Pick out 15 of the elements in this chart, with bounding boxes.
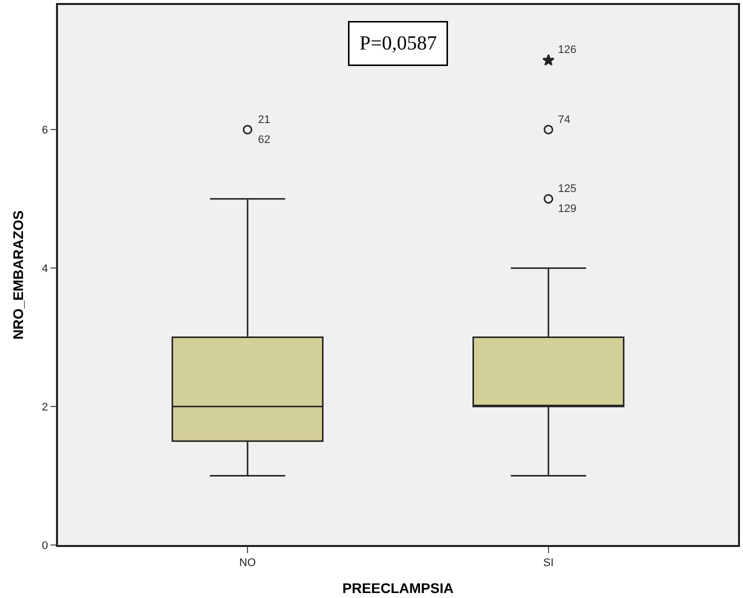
annotation: 125 bbox=[558, 183, 576, 195]
annotation: 74 bbox=[558, 114, 570, 126]
annotation: 62 bbox=[258, 134, 270, 146]
annotation: 126 bbox=[558, 44, 576, 56]
annotation: 21 bbox=[258, 114, 270, 126]
y-tick-label: 4 bbox=[42, 262, 48, 275]
x-tick-label: NO bbox=[239, 556, 256, 569]
x-tick-label: SI bbox=[543, 556, 554, 569]
y-tick-label: 6 bbox=[42, 124, 48, 136]
annotation: 129 bbox=[558, 203, 576, 215]
annotation: P=0,0587 bbox=[360, 32, 437, 54]
y-axis-title: NRO_EMBARAZOS bbox=[10, 210, 26, 340]
y-tick-label: 0 bbox=[42, 540, 48, 552]
y-tick-label: 2 bbox=[42, 401, 48, 414]
x-axis-title: PREECLAMPSIA bbox=[342, 580, 454, 596]
